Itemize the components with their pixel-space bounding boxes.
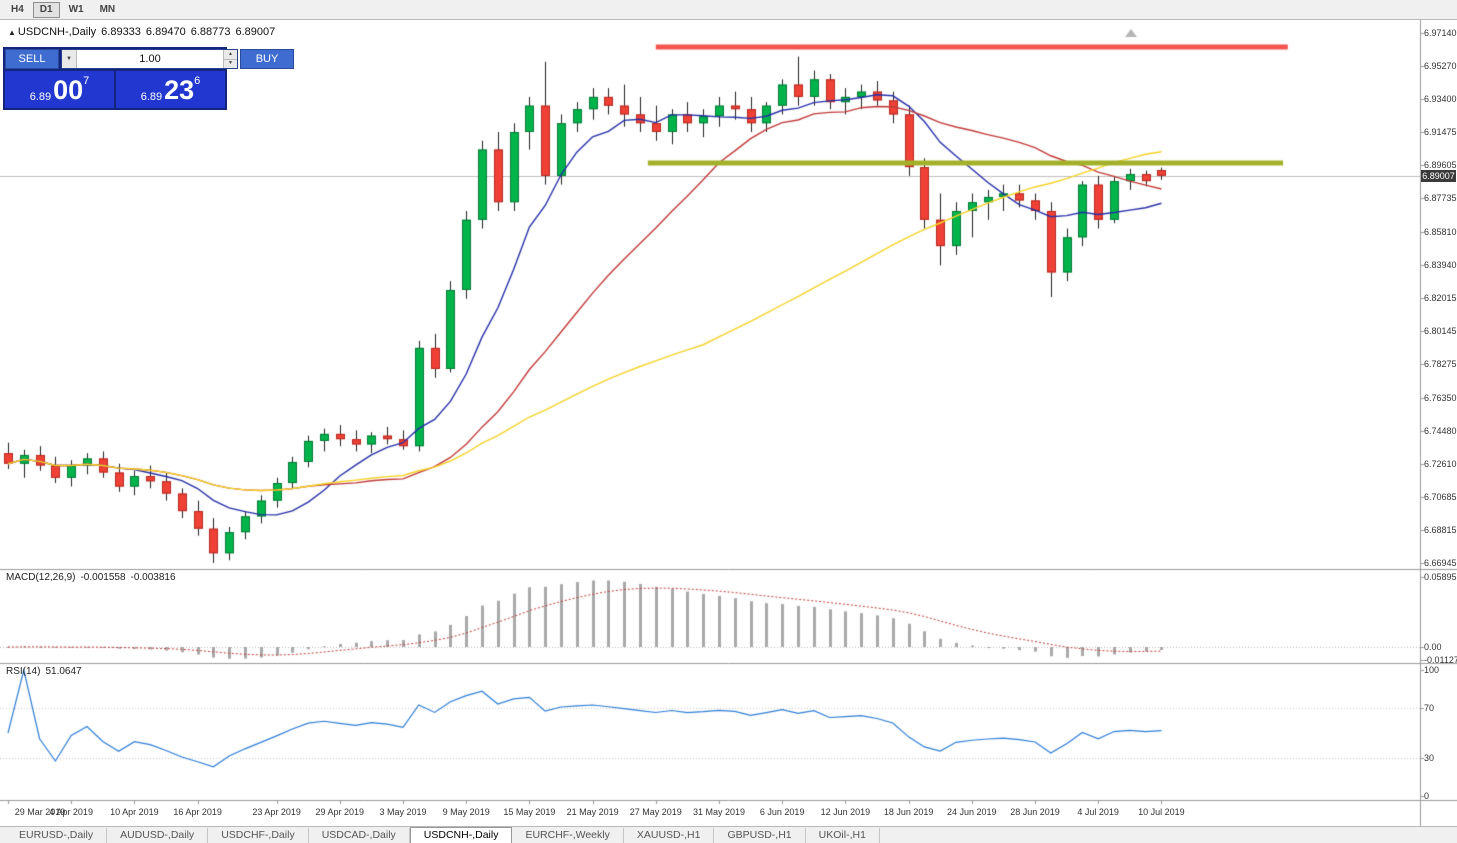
rsi-axis-label: 70 <box>1424 702 1435 713</box>
price-axis-label: 6.83940 <box>1424 259 1457 270</box>
date-axis-label: 29 Mar 2019 <box>14 807 66 817</box>
volume-dropdown-button[interactable]: ▼ <box>62 50 77 68</box>
chart-title: ▲ USDCNH-,Daily 6.89333 6.89470 6.88773 6.890… <box>8 26 275 38</box>
price-axis-label: 6.87735 <box>1424 193 1457 204</box>
date-axis-label: 31 May 2019 <box>692 807 746 817</box>
rsi-indicator-title: RSI(14) 51.0647 <box>6 666 82 677</box>
chart-tab-audusd-daily[interactable]: AUDUSD-,Daily <box>107 827 209 843</box>
volume-increase-button[interactable]: ▲ <box>223 50 237 60</box>
price-axis-label: 6.72610 <box>1424 458 1457 469</box>
buy-price-base: 6.89 <box>140 91 163 103</box>
chart-tab-bar: EURUSD-,Daily AUDUSD-,Daily USDCHF-,Daily U… <box>0 826 1457 843</box>
last-price-badge: 6.89007 <box>1421 169 1456 182</box>
macd-axis-label: -0.01127 <box>1424 655 1457 666</box>
date-axis-label: 10 Apr 2019 <box>110 807 159 817</box>
ohlc-low: 6.88773 <box>190 26 231 38</box>
chart-overlays: ▲ USDCNH-,Daily 6.89333 6.89470 6.88773 6.890… <box>0 20 1457 826</box>
chart-tab-usdcnh-daily[interactable]: USDCNH-,Daily <box>409 826 513 843</box>
price-axis-label: 6.82015 <box>1424 293 1457 304</box>
date-axis-label: 6 Jun 2019 <box>759 807 805 817</box>
buy-price-pips: 23 <box>164 74 195 105</box>
macd-indicator-title: MACD(12,26,9) -0.001558 -0.003816 <box>6 572 176 583</box>
chart-tab-usdchf-daily[interactable]: USDCHF-,Daily <box>208 827 309 843</box>
sell-price-base: 6.89 <box>29 91 52 103</box>
price-chart-canvas[interactable] <box>0 20 1457 826</box>
timeframe-mn[interactable]: MN <box>93 2 123 18</box>
one-click-trading-panel: SELL ▼ ▲ ▼ BUY 6.89 00 7 6 <box>3 47 294 110</box>
rsi-value: 51.0647 <box>45 666 82 677</box>
date-axis-label: 24 Jun 2019 <box>947 807 997 817</box>
sell-price-point: 7 <box>83 75 90 87</box>
chart-tab-eurusd-daily[interactable]: EURUSD-,Daily <box>6 827 108 843</box>
chart-tab-usdcad-daily[interactable]: USDCAD-,Daily <box>309 827 410 843</box>
date-axis-label: 21 May 2019 <box>566 807 619 817</box>
macd-name: MACD(12,26,9) <box>6 572 76 583</box>
date-axis-label: 23 Apr 2019 <box>252 807 301 817</box>
macd-axis-label: 0.00 <box>1424 642 1442 652</box>
ohlc-close: 6.89007 <box>235 26 276 38</box>
price-axis-label: 6.80145 <box>1424 326 1457 337</box>
macd-axis-label: 0.05895 <box>1424 572 1457 582</box>
macd-value: -0.001558 <box>80 572 126 583</box>
sell-button[interactable]: SELL <box>5 49 59 69</box>
ohlc-open: 6.89333 <box>101 26 141 38</box>
buy-price-display[interactable]: 6.89 23 6 <box>116 71 225 108</box>
date-axis-label: 9 May 2019 <box>442 807 490 817</box>
date-axis-label: 4 Apr 2019 <box>49 807 93 817</box>
date-axis-label: 15 May 2019 <box>503 807 556 817</box>
macd-signal-value: -0.003816 <box>130 572 176 583</box>
price-axis-label: 6.97140 <box>1424 28 1457 38</box>
sell-price-pips: 00 <box>53 74 84 105</box>
price-axis-label: 6.91475 <box>1424 127 1457 138</box>
chart-region: ▲ USDCNH-,Daily 6.89333 6.89470 6.88773 6.890… <box>0 20 1457 826</box>
rsi-axis-label: 100 <box>1424 665 1440 675</box>
date-axis-label: 27 May 2019 <box>629 807 682 817</box>
timeframe-h4[interactable]: H4 <box>4 2 31 18</box>
date-axis-label: 10 Jul 2019 <box>1138 807 1185 817</box>
buy-button[interactable]: BUY <box>240 49 294 69</box>
timeframe-toolbar: H4 D1 W1 MN <box>0 0 1457 20</box>
price-axis-label: 6.78275 <box>1424 359 1457 370</box>
chevron-down-icon: ▼ <box>66 56 72 62</box>
price-axis-label: 6.68815 <box>1424 525 1457 536</box>
ohlc-high: 6.89470 <box>145 26 186 38</box>
date-axis-label: 28 Jun 2019 <box>1010 807 1060 817</box>
chart-tab-ukoil-h1[interactable]: UKOil-,H1 <box>806 827 880 843</box>
sell-price-display[interactable]: 6.89 00 7 <box>5 71 114 108</box>
price-axis-label: 6.76350 <box>1424 392 1457 403</box>
rsi-axis-label: 30 <box>1424 753 1435 764</box>
price-axis-label: 6.66945 <box>1424 558 1457 568</box>
chart-tab-gbpusd-h1[interactable]: GBPUSD-,H1 <box>714 827 806 843</box>
price-axis-label: 6.74480 <box>1424 425 1457 436</box>
symbol-marker-icon: ▲ <box>8 28 16 37</box>
rsi-axis-label: 0 <box>1424 791 1430 801</box>
rsi-name: RSI(14) <box>6 666 41 677</box>
volume-field: ▼ ▲ ▼ <box>61 49 238 69</box>
price-axis-label: 6.89605 <box>1424 160 1457 171</box>
date-axis-label: 4 Jul 2019 <box>1077 807 1119 817</box>
volume-spinner: ▲ ▼ <box>223 50 237 68</box>
price-axis-label: 6.85810 <box>1424 226 1457 237</box>
timeframe-d1[interactable]: D1 <box>32 1 60 18</box>
date-axis-label: 16 Apr 2019 <box>173 807 222 817</box>
date-axis-label: 3 May 2019 <box>379 807 427 817</box>
buy-price-point: 6 <box>194 75 201 87</box>
volume-decrease-button[interactable]: ▼ <box>223 59 237 68</box>
chart-tab-xauusd-h1[interactable]: XAUUSD-,H1 <box>624 827 715 843</box>
price-axis-label: 6.95270 <box>1424 60 1457 71</box>
volume-input[interactable] <box>77 50 223 68</box>
chart-tab-eurchf-weekly[interactable]: EURCHF-,Weekly <box>512 827 624 843</box>
date-axis-label: 12 Jun 2019 <box>820 807 871 817</box>
price-axis-label: 6.70685 <box>1424 492 1457 503</box>
date-axis-label: 18 Jun 2019 <box>883 807 934 817</box>
price-axis-label: 6.93400 <box>1424 93 1457 104</box>
chart-symbol-period: USDCNH-,Daily <box>17 26 97 38</box>
timeframe-w1[interactable]: W1 <box>62 2 91 18</box>
date-axis-label: 29 Apr 2019 <box>315 807 365 817</box>
